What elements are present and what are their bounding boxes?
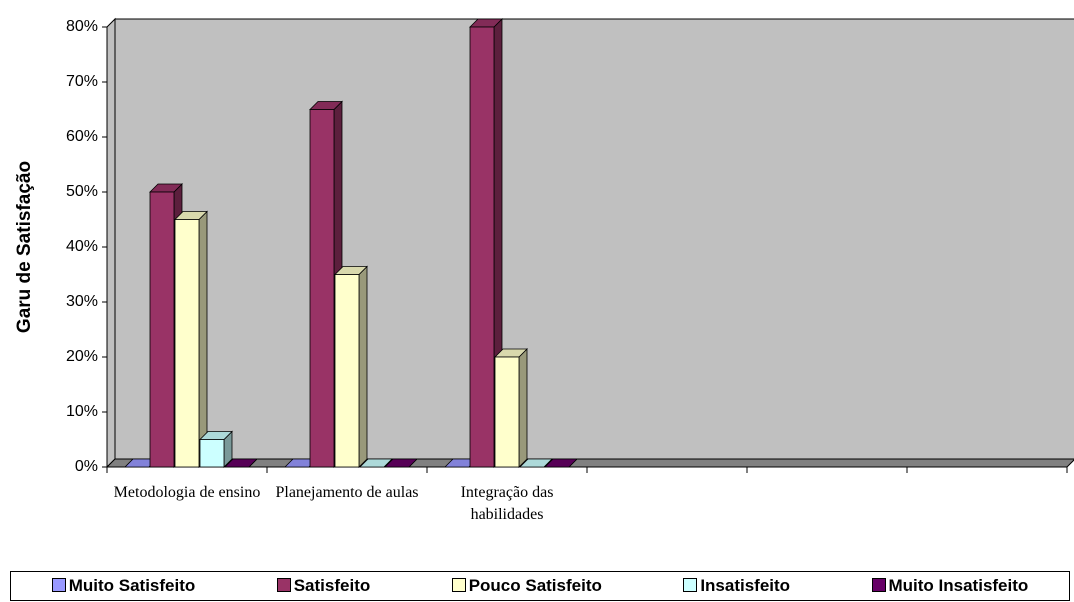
y-tick-label: 70% [66, 73, 98, 90]
y-axis-title: Garu de Satisfação [14, 161, 35, 333]
legend-swatch [683, 578, 698, 592]
y-tick-label: 50% [66, 183, 98, 200]
bar-top [384, 458, 418, 468]
legend-label: Insatisfeito [700, 576, 791, 595]
bar [359, 458, 393, 468]
y-tick-label: 30% [66, 293, 98, 310]
bar-top [359, 458, 393, 468]
bar-front [174, 219, 200, 468]
legend-swatch [451, 578, 466, 592]
x-tick-label: Planejamento de aulas [275, 484, 419, 501]
legend-item: Muito Insatisfeito [871, 576, 1029, 596]
bar-top [519, 458, 553, 468]
legend-swatch [871, 578, 886, 592]
y-tick-label: 0% [75, 458, 98, 475]
bar-top [544, 458, 578, 468]
bar-front [309, 109, 335, 468]
y-tick-label: 80% [66, 18, 98, 35]
bar-side [358, 265, 368, 468]
side-wall [106, 17, 116, 469]
legend-label: Muito Satisfeito [68, 576, 196, 595]
legend-swatch [276, 578, 291, 592]
chart: Garu de Satisfação 0% 10% 20% 30% 40% 50% 60% 7… [14, 17, 1074, 475]
legend-label: Muito Insatisfeito [888, 576, 1029, 595]
x-tick-label: Integração das habilidades [460, 484, 554, 523]
legend: Muito Satisfeito Satisfeito Pouco Satisfei… [10, 571, 1070, 601]
y-tick-label: 40% [66, 238, 98, 255]
bar [494, 348, 528, 468]
legend-swatch [51, 578, 66, 592]
bar [199, 430, 233, 468]
bar-front [149, 191, 175, 468]
bar-side [198, 210, 208, 468]
legend-item: Satisfeito [276, 576, 371, 596]
legend-item: Insatisfeito [683, 576, 790, 596]
bar-side [518, 348, 528, 468]
y-tick-label: 10% [66, 403, 98, 420]
bar-front [469, 26, 495, 468]
bar [544, 458, 578, 468]
bar [174, 210, 208, 468]
bar [384, 458, 418, 468]
y-tick-label: 60% [66, 128, 98, 145]
legend-item: Muito Satisfeito [51, 576, 196, 596]
legend-item: Pouco Satisfeito [451, 576, 602, 596]
y-tick-label: 20% [66, 348, 98, 365]
bar [224, 458, 258, 468]
back-wall [114, 18, 1074, 460]
x-tick-label: Metodologia de ensino [113, 484, 261, 501]
bar [334, 265, 368, 468]
bar [519, 458, 553, 468]
bar-front [334, 274, 360, 468]
legend-label: Pouco Satisfeito [468, 576, 602, 595]
bar [469, 18, 503, 468]
legend-label: Satisfeito [293, 576, 371, 595]
bar-front [494, 356, 520, 468]
bar-top [224, 458, 258, 468]
bar-front [199, 439, 225, 468]
